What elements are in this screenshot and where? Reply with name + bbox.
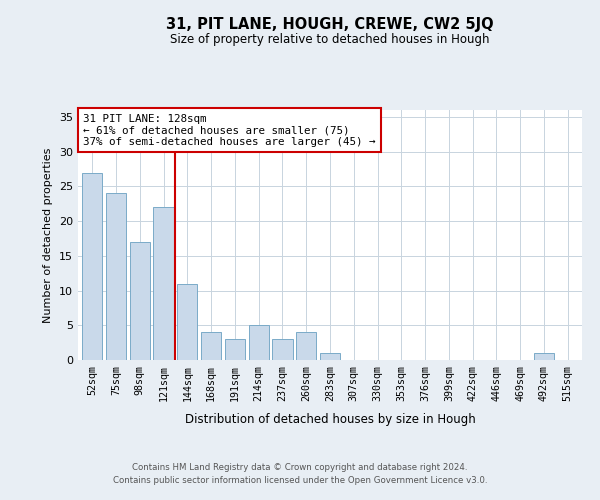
Bar <box>82 172 103 360</box>
Bar <box>272 339 293 360</box>
Bar <box>177 284 197 360</box>
Y-axis label: Number of detached properties: Number of detached properties <box>43 148 53 322</box>
Bar <box>106 194 126 360</box>
Bar <box>534 353 554 360</box>
Text: Contains public sector information licensed under the Open Government Licence v3: Contains public sector information licen… <box>113 476 487 485</box>
Text: 31 PIT LANE: 128sqm
← 61% of detached houses are smaller (75)
37% of semi-detach: 31 PIT LANE: 128sqm ← 61% of detached ho… <box>83 114 376 147</box>
Bar <box>130 242 150 360</box>
Bar <box>296 332 316 360</box>
Bar <box>225 339 245 360</box>
Text: Contains HM Land Registry data © Crown copyright and database right 2024.: Contains HM Land Registry data © Crown c… <box>132 462 468 471</box>
Bar <box>248 326 269 360</box>
Text: Distribution of detached houses by size in Hough: Distribution of detached houses by size … <box>185 412 475 426</box>
Bar <box>154 207 173 360</box>
Bar <box>201 332 221 360</box>
Text: Size of property relative to detached houses in Hough: Size of property relative to detached ho… <box>170 32 490 46</box>
Bar <box>320 353 340 360</box>
Text: 31, PIT LANE, HOUGH, CREWE, CW2 5JQ: 31, PIT LANE, HOUGH, CREWE, CW2 5JQ <box>166 18 494 32</box>
